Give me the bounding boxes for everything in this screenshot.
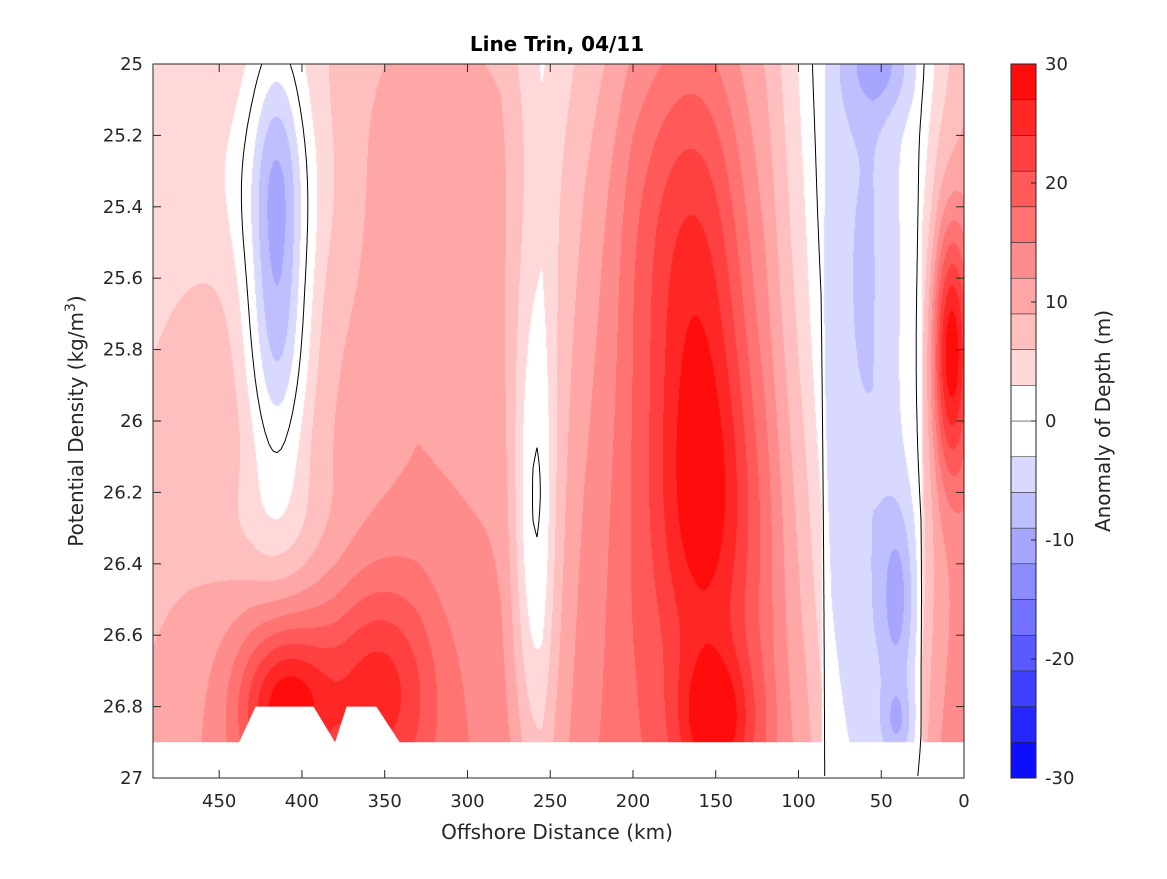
x-tick-label: 300 (450, 791, 484, 812)
plot-area: 450 400 350 300 250 200 150 100 50 0 2525.225.425… (103, 54, 970, 812)
y-axis-label-main: Potential Density (kg/m (64, 312, 88, 547)
colorbar-swatch (1010, 742, 1037, 779)
chart-title: Line Trin, 04/11 (470, 32, 644, 56)
y-tick-label: 26.2 (103, 482, 143, 503)
y-tick-label: 26.6 (103, 625, 143, 646)
x-tick-label: 100 (781, 791, 815, 812)
heatmap-field (153, 64, 964, 778)
x-tick-label: 200 (616, 791, 650, 812)
colorbar-swatch (1010, 527, 1037, 565)
y-axis-label: Potential Density (kg/m3) (63, 295, 88, 546)
colorbar-swatch (1010, 99, 1037, 136)
colorbar-swatch (1010, 170, 1037, 208)
y-tick-label: 26.4 (103, 554, 143, 575)
x-tick-label: 400 (285, 791, 319, 812)
colorbar-label: Anomaly of Depth (m) (1091, 310, 1115, 532)
colorbar-swatch (1010, 563, 1037, 600)
colorbar-swatch (1010, 670, 1037, 707)
colorbar-tick-label: 20 (1045, 173, 1068, 194)
colorbar-tick-label: 0 (1045, 411, 1056, 432)
colorbar-swatch (1010, 634, 1037, 672)
no-data-region (153, 706, 964, 778)
colorbar: 30 20 10 0 -10 -20 -30 Anomaly of Depth (m) (1010, 54, 1115, 789)
zero-contour-lines (240, 64, 925, 777)
y-tick-label: 26.8 (103, 697, 143, 718)
colorbar-swatch (1010, 456, 1037, 493)
y-axis: 25 25.2 25.4 25.6 25.8 26 26.2 26.4 26.6 26.8 27 (103, 54, 964, 789)
y-tick-label: 25.4 (103, 197, 143, 218)
y-tick-label: 25.8 (103, 340, 143, 361)
no-data-mask (153, 706, 964, 778)
zero-contour (240, 64, 925, 777)
colorbar-swatch (1010, 420, 1037, 457)
colorbar-swatch (1010, 135, 1037, 172)
colorbar-tick-label: 30 (1045, 54, 1068, 75)
colorbar-swatches (1010, 63, 1037, 779)
colorbar-swatch (1010, 277, 1037, 315)
colorbar-swatch (1010, 313, 1037, 350)
colorbar-swatch (1010, 492, 1037, 529)
x-tick-label: 150 (699, 791, 733, 812)
x-tick-label: 50 (870, 791, 893, 812)
y-tick-label: 25 (120, 54, 143, 75)
colorbar-swatch (1010, 63, 1037, 100)
y-axis-label-superscript: 3 (63, 303, 79, 312)
x-tick-label: 350 (368, 791, 402, 812)
x-tick-label: 0 (958, 791, 969, 812)
y-axis-label-close: ) (64, 295, 88, 303)
colorbar-swatch (1010, 206, 1037, 243)
colorbar-ticks: 30 20 10 0 -10 -20 -30 (1031, 54, 1074, 789)
colorbar-swatch (1010, 706, 1037, 743)
y-tick-label: 25.2 (103, 125, 143, 146)
x-tick-label: 450 (202, 791, 236, 812)
colorbar-swatch (1010, 385, 1037, 422)
x-tick-label: 250 (533, 791, 567, 812)
y-tick-label: 26 (120, 411, 143, 432)
colorbar-tick-label: -30 (1045, 768, 1074, 789)
x-axis: 450 400 350 300 250 200 150 100 50 0 (202, 64, 970, 812)
y-tick-label: 25.6 (103, 268, 143, 289)
colorbar-swatch (1010, 242, 1037, 279)
x-axis-label: Offshore Distance (km) (441, 820, 673, 844)
colorbar-swatch (1010, 599, 1037, 636)
colorbar-tick-label: -20 (1045, 649, 1074, 670)
colorbar-tick-label: -10 (1045, 530, 1074, 551)
colorbar-swatch (1010, 349, 1037, 386)
colorbar-tick-label: 10 (1045, 292, 1068, 313)
y-tick-label: 27 (120, 768, 143, 789)
